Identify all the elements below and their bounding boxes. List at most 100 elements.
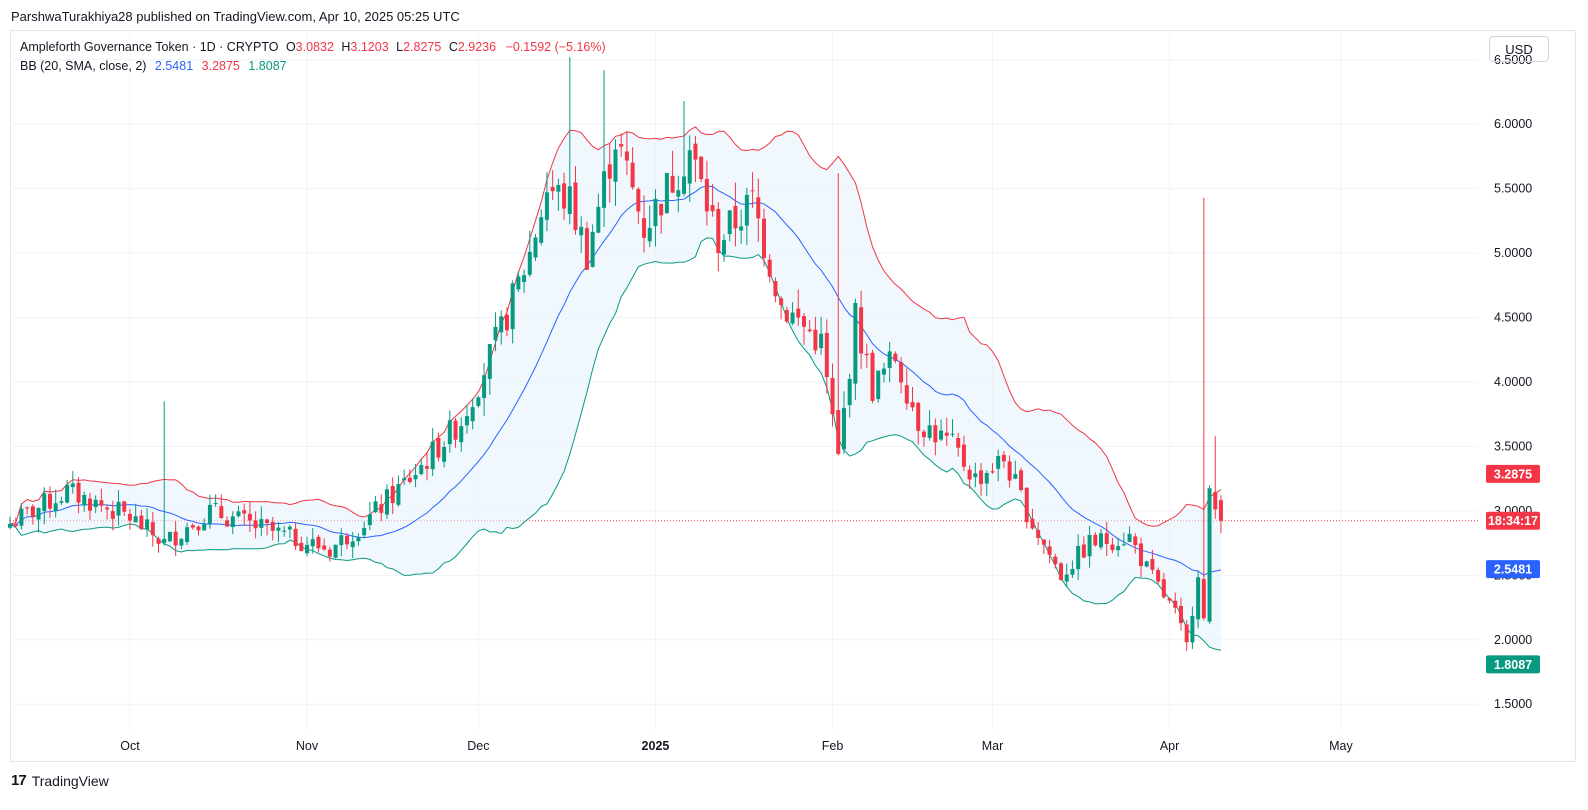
candle <box>636 186 641 224</box>
candle-body <box>1150 559 1155 570</box>
candle <box>916 401 921 445</box>
candle <box>973 462 978 488</box>
candle <box>1121 532 1126 547</box>
candle <box>527 230 532 277</box>
footer-brand[interactable]: 17 TradingView <box>11 772 109 789</box>
candle-body <box>716 208 721 254</box>
candle <box>573 166 578 235</box>
candle <box>276 521 281 542</box>
y-tick-label: 1.5000 <box>1494 697 1532 711</box>
candle-body <box>779 298 784 306</box>
candle-body <box>93 499 98 508</box>
candle <box>430 428 435 477</box>
candle-body <box>493 326 498 341</box>
candle-body <box>322 545 327 550</box>
candle <box>1019 467 1024 492</box>
candle-body <box>950 433 955 435</box>
candle-body <box>1030 518 1035 529</box>
grid <box>10 34 1478 730</box>
candle <box>1167 598 1172 604</box>
x-tick-label: Feb <box>822 739 844 753</box>
tradingview-logo-icon: 17 <box>11 772 27 789</box>
candle <box>1127 526 1132 543</box>
candle <box>310 527 315 554</box>
candle <box>682 101 687 197</box>
candle-body <box>362 527 367 536</box>
high-value: 3.1203 <box>350 40 389 54</box>
candle-body <box>887 351 892 368</box>
candle <box>647 205 652 248</box>
currency-button[interactable]: USD <box>1489 36 1549 62</box>
candle-body <box>607 164 612 179</box>
candle-body <box>1173 600 1178 608</box>
candle-body <box>1093 534 1098 546</box>
candle-body <box>390 485 395 504</box>
candle-body <box>316 536 321 549</box>
candle-body <box>733 205 738 229</box>
candle-body <box>373 501 378 513</box>
candle-body <box>1138 543 1143 566</box>
candle <box>362 521 367 539</box>
candle-body <box>225 520 230 527</box>
candle-body <box>13 524 18 527</box>
candle-body <box>59 501 64 503</box>
candle-body <box>859 307 864 354</box>
candle <box>1064 563 1069 587</box>
candle-body <box>253 520 258 529</box>
candle-body <box>653 198 658 227</box>
candle <box>305 536 310 557</box>
candle <box>590 224 595 268</box>
candle-body <box>527 251 532 275</box>
candle-body <box>384 489 389 515</box>
candle <box>516 271 521 292</box>
candle <box>333 544 338 559</box>
countdown-tag: 18:34:17 <box>1486 511 1540 530</box>
basis-tag-bg <box>1486 560 1540 579</box>
candle <box>1013 460 1018 480</box>
candle <box>282 525 287 537</box>
candle-body <box>836 410 841 454</box>
candle-body <box>367 514 372 526</box>
candle <box>653 189 658 247</box>
candle-body <box>899 362 904 383</box>
candle-body <box>979 470 984 485</box>
candle-body <box>847 378 852 406</box>
candle <box>510 280 515 344</box>
candle <box>562 172 567 220</box>
bb-upper-value: 3.2875 <box>201 59 240 73</box>
candle-body <box>282 530 287 532</box>
candle <box>487 344 492 395</box>
candle <box>876 370 881 403</box>
candle <box>110 500 115 531</box>
candle-body <box>1024 487 1029 523</box>
candle <box>984 470 989 497</box>
candle <box>1076 534 1081 581</box>
candle <box>1047 539 1052 563</box>
candle-body <box>424 466 429 469</box>
candle <box>1144 560 1149 568</box>
candle <box>30 504 35 525</box>
brand-name: TradingView <box>31 772 109 789</box>
lower-band-tag: 1.8087 <box>1486 655 1540 674</box>
candle-body <box>1099 533 1104 548</box>
candle <box>470 398 475 430</box>
candle-body <box>853 302 858 384</box>
candle-body <box>1144 561 1149 567</box>
candle-body <box>602 171 607 208</box>
candle-body <box>242 510 247 514</box>
candle <box>773 277 778 303</box>
candle-body <box>82 494 87 506</box>
close-label: C <box>448 40 458 54</box>
candle-body <box>99 500 104 506</box>
candle-body <box>1076 545 1081 570</box>
candle <box>956 432 961 457</box>
candle <box>1093 532 1098 547</box>
candle <box>961 435 966 472</box>
y-tick-label: 3.5000 <box>1494 439 1532 453</box>
y-axis: 1.50002.00002.50003.00003.50004.00004.50… <box>1494 53 1532 711</box>
legend-ohlc-row: Ampleforth Governance Token · 1D · CRYPT… <box>20 38 606 57</box>
candle-body <box>996 455 1001 469</box>
candle-body <box>984 473 989 484</box>
candle-body <box>813 329 818 351</box>
